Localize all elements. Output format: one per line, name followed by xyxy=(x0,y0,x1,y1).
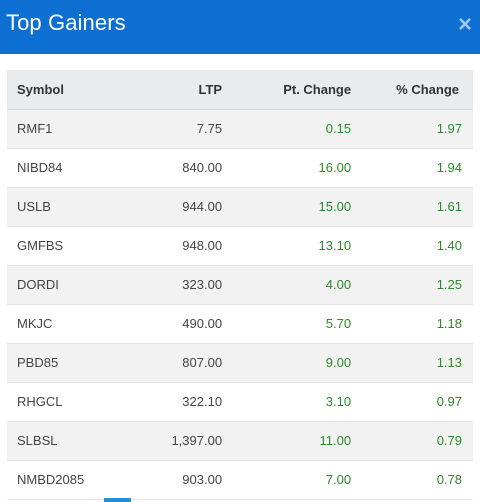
cell-ltp: 7.75 xyxy=(129,109,223,149)
cell-ltp: 948.00 xyxy=(129,226,223,266)
table-row[interactable]: DORDI 323.00 4.00 1.25 xyxy=(7,265,473,305)
cell-pt-change: 7.00 xyxy=(222,460,352,500)
cell-symbol[interactable]: NMBD2085 xyxy=(7,460,130,500)
table-row[interactable]: RMF1 7.75 0.15 1.97 xyxy=(7,109,473,149)
table-row[interactable]: SLBSL 1,397.00 11.00 0.79 xyxy=(7,421,473,461)
column-header-ltp[interactable]: LTP xyxy=(129,70,223,110)
cell-symbol[interactable]: MKJC xyxy=(7,304,130,344)
cell-pt-change: 9.00 xyxy=(222,343,352,383)
cell-pct-change: 1.18 xyxy=(351,304,473,344)
cell-pct-change: 1.25 xyxy=(351,265,473,305)
cell-ltp: 840.00 xyxy=(129,148,223,188)
cell-pct-change: 1.97 xyxy=(351,109,473,149)
column-header-symbol[interactable]: Symbol xyxy=(7,70,130,110)
cell-pct-change: 1.13 xyxy=(351,343,473,383)
cell-pt-change: 0.15 xyxy=(222,109,352,149)
top-gainers-table-container: Symbol LTP Pt. Change % Change RMF1 7.75 0… xyxy=(7,70,473,500)
table-row[interactable]: NMBD2085 903.00 7.00 0.78 xyxy=(7,460,473,500)
bottom-tab-indicator[interactable] xyxy=(104,498,131,502)
modal-header: Top Gainers × xyxy=(0,0,480,54)
cell-pt-change: 11.00 xyxy=(222,421,352,461)
cell-ltp: 322.10 xyxy=(129,382,223,422)
column-header-pt-change[interactable]: Pt. Change xyxy=(222,70,352,110)
cell-symbol[interactable]: RMF1 xyxy=(7,109,130,149)
cell-pt-change: 5.70 xyxy=(222,304,352,344)
cell-pt-change: 16.00 xyxy=(222,148,352,188)
cell-symbol[interactable]: PBD85 xyxy=(7,343,130,383)
cell-ltp: 807.00 xyxy=(129,343,223,383)
cell-pct-change: 1.94 xyxy=(351,148,473,188)
cell-pct-change: 1.61 xyxy=(351,187,473,227)
close-icon[interactable]: × xyxy=(457,11,472,38)
table-header-row: Symbol LTP Pt. Change % Change xyxy=(7,70,473,110)
cell-ltp: 323.00 xyxy=(129,265,223,305)
cell-pct-change: 0.97 xyxy=(351,382,473,422)
table-row[interactable]: GMFBS 948.00 13.10 1.40 xyxy=(7,226,473,266)
cell-pt-change: 13.10 xyxy=(222,226,352,266)
cell-symbol[interactable]: RHGCL xyxy=(7,382,130,422)
cell-symbol[interactable]: GMFBS xyxy=(7,226,130,266)
table-row[interactable]: RHGCL 322.10 3.10 0.97 xyxy=(7,382,473,422)
cell-pct-change: 0.78 xyxy=(351,460,473,500)
cell-pt-change: 4.00 xyxy=(222,265,352,305)
cell-pt-change: 3.10 xyxy=(222,382,352,422)
cell-pct-change: 1.40 xyxy=(351,226,473,266)
cell-ltp: 1,397.00 xyxy=(129,421,223,461)
cell-symbol[interactable]: SLBSL xyxy=(7,421,130,461)
cell-symbol[interactable]: NIBD84 xyxy=(7,148,130,188)
cell-ltp: 944.00 xyxy=(129,187,223,227)
cell-pt-change: 15.00 xyxy=(222,187,352,227)
table-row[interactable]: USLB 944.00 15.00 1.61 xyxy=(7,187,473,227)
cell-symbol[interactable]: DORDI xyxy=(7,265,130,305)
cell-symbol[interactable]: USLB xyxy=(7,187,130,227)
table-row[interactable]: MKJC 490.00 5.70 1.18 xyxy=(7,304,473,344)
table-row[interactable]: NIBD84 840.00 16.00 1.94 xyxy=(7,148,473,188)
top-gainers-table: Symbol LTP Pt. Change % Change RMF1 7.75 0… xyxy=(7,70,473,500)
cell-ltp: 903.00 xyxy=(129,460,223,500)
modal-title: Top Gainers xyxy=(6,10,126,35)
table-row[interactable]: PBD85 807.00 9.00 1.13 xyxy=(7,343,473,383)
column-header-pct-change[interactable]: % Change xyxy=(351,70,473,110)
cell-ltp: 490.00 xyxy=(129,304,223,344)
cell-pct-change: 0.79 xyxy=(351,421,473,461)
